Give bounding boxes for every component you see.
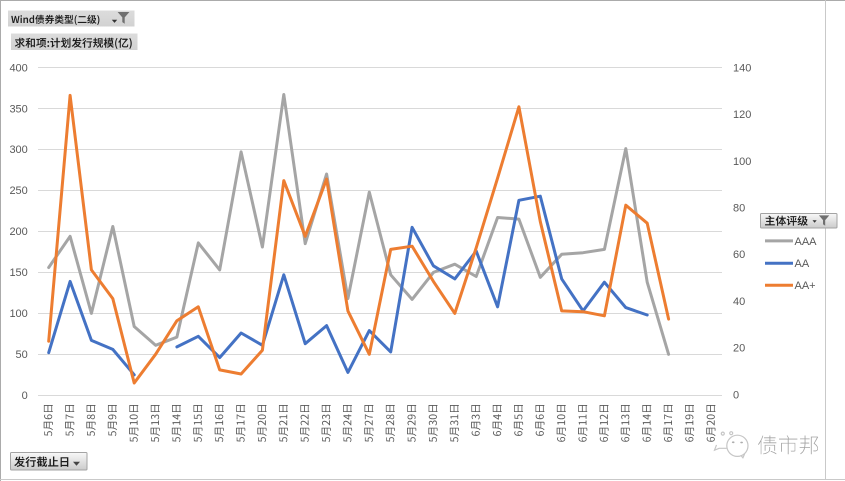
svg-text:150: 150 xyxy=(9,267,27,279)
svg-text:40: 40 xyxy=(733,296,745,308)
svg-text:20: 20 xyxy=(733,343,745,355)
svg-text:0: 0 xyxy=(733,389,739,401)
svg-text:60: 60 xyxy=(733,249,745,261)
svg-text:AA: AA xyxy=(795,258,810,270)
svg-text:80: 80 xyxy=(733,203,745,215)
svg-text:AA+: AA+ xyxy=(795,280,816,292)
svg-text:400: 400 xyxy=(9,62,27,74)
svg-text:300: 300 xyxy=(9,144,27,156)
svg-text:AAA: AAA xyxy=(795,236,818,248)
svg-text:50: 50 xyxy=(16,349,28,361)
svg-text:100: 100 xyxy=(733,156,751,168)
svg-text:120: 120 xyxy=(733,109,751,121)
svg-text:200: 200 xyxy=(9,226,27,238)
svg-text:140: 140 xyxy=(733,62,751,74)
svg-text:250: 250 xyxy=(9,185,27,197)
svg-text:100: 100 xyxy=(9,308,27,320)
svg-text:0: 0 xyxy=(22,390,28,402)
svg-text:350: 350 xyxy=(9,103,27,115)
